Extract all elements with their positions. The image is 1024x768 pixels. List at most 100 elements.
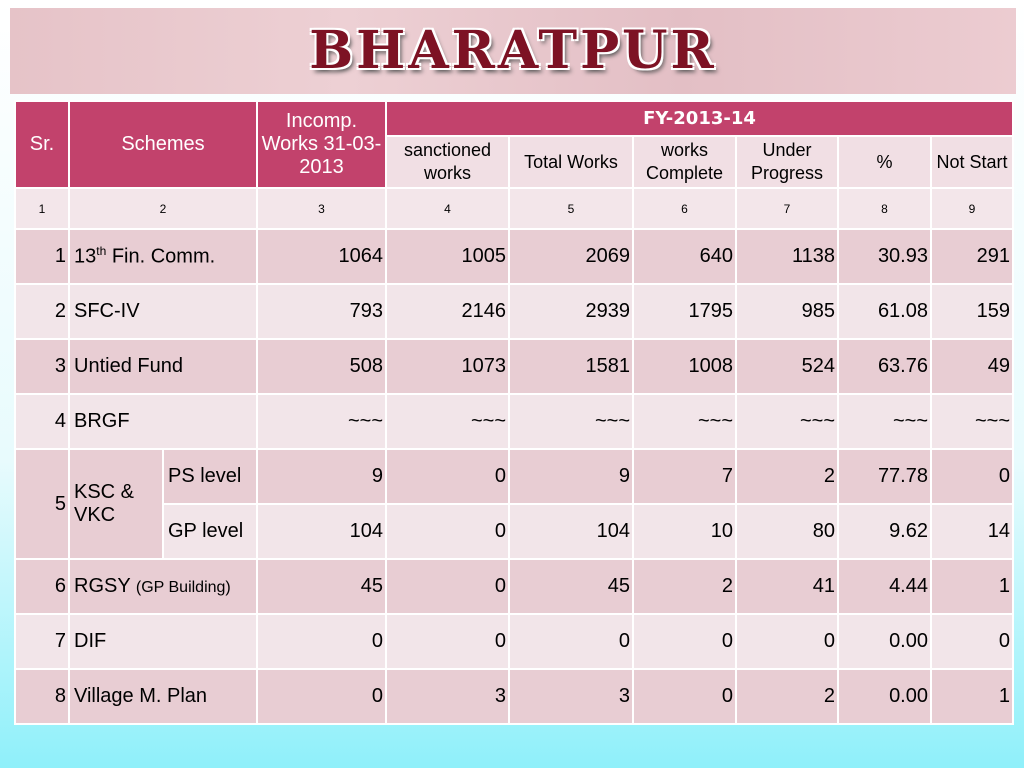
- value-cell: 1064: [256, 228, 387, 285]
- sr-cell: 4: [14, 393, 70, 450]
- scheme-name: 13: [74, 245, 97, 268]
- column-number: 5: [508, 187, 634, 230]
- scheme-cell: Village M. Plan: [68, 668, 258, 725]
- table-row: Sr. Schemes Incomp. Works 31-03-2013 FY-201…: [14, 100, 1014, 189]
- value-cell: 640: [632, 228, 737, 285]
- banner: BHARATPUR: [10, 8, 1016, 94]
- table-row: 1 13th Fin. Comm. 1064 1005 2069 640 1138 30.93…: [14, 228, 1014, 285]
- scheme-cell: RGSY (GP Building): [68, 558, 258, 615]
- value-cell: 2939: [508, 283, 634, 340]
- column-number: 4: [385, 187, 510, 230]
- value-cell: 1073: [385, 338, 510, 395]
- scheme-name: BRGF: [74, 410, 130, 432]
- header-cell: FY-2013-14: [385, 100, 1014, 137]
- value-cell: 1005: [385, 228, 510, 285]
- value-cell: 9: [256, 448, 387, 505]
- scheme-name: Village M. Plan: [74, 685, 208, 707]
- column-number: 8: [837, 187, 932, 230]
- value-cell: ~~~: [930, 393, 1014, 450]
- header-cell: %: [837, 135, 932, 189]
- value-cell: 793: [256, 283, 387, 340]
- table-row: 7 DIF 0 0 0 0 0 0.00 0: [14, 613, 1014, 670]
- value-cell: 9.62: [837, 503, 932, 560]
- sr-cell: 1: [14, 228, 70, 285]
- value-cell: 159: [930, 283, 1014, 340]
- value-cell: 0: [385, 503, 510, 560]
- value-cell: 45: [508, 558, 634, 615]
- sr-cell: 6: [14, 558, 70, 615]
- column-number: 7: [735, 187, 839, 230]
- header-cell: Incomp. Works 31-03-2013: [256, 100, 387, 189]
- table-row: 2 SFC-IV 793 2146 2939 1795 985 61.08 159: [14, 283, 1014, 340]
- scheme-name: SFC-IV: [74, 300, 140, 322]
- table-row: 4 BRGF ~~~ ~~~ ~~~ ~~~ ~~~ ~~~ ~~~: [14, 393, 1014, 450]
- header-cell: Schemes: [68, 100, 258, 189]
- scheme-note: (GP Building): [135, 579, 231, 596]
- value-cell: 2069: [508, 228, 634, 285]
- value-cell: 1: [930, 558, 1014, 615]
- value-cell: 63.76: [837, 338, 932, 395]
- scheme-sup: th: [96, 244, 107, 259]
- table-row: sanctioned works Total Works works Complet…: [15, 135, 1014, 189]
- value-cell: 0: [735, 613, 839, 670]
- value-cell: 508: [256, 338, 387, 395]
- scheme-cell: Untied Fund: [68, 338, 258, 395]
- value-cell: 0: [930, 448, 1014, 505]
- value-cell: 0: [632, 613, 737, 670]
- value-cell: 10: [632, 503, 737, 560]
- value-cell: 4.44: [837, 558, 932, 615]
- scheme-cell: KSC & VKC: [68, 448, 164, 560]
- value-cell: 985: [735, 283, 839, 340]
- value-cell: 2: [632, 558, 737, 615]
- header-cell: sanctioned works: [385, 135, 510, 189]
- sr-cell: 5: [14, 448, 70, 560]
- scheme-name: Fin. Comm.: [111, 245, 216, 268]
- value-cell: 49: [930, 338, 1014, 395]
- table-row: 5 KSC & VKC PS level 9 0 9 7 2 77.78 0: [14, 448, 1014, 560]
- scheme-name: RGSY: [74, 575, 131, 597]
- header-cell: Sr.: [14, 100, 70, 189]
- value-cell: ~~~: [385, 393, 510, 450]
- value-cell: 3: [508, 668, 634, 725]
- value-cell: 0: [632, 668, 737, 725]
- sr-cell: 3: [14, 338, 70, 395]
- value-cell: 45: [256, 558, 387, 615]
- value-cell: 61.08: [837, 283, 932, 340]
- value-cell: 2146: [385, 283, 510, 340]
- value-cell: 41: [735, 558, 839, 615]
- value-cell: 0: [256, 613, 387, 670]
- column-number: 9: [930, 187, 1014, 230]
- value-cell: 0.00: [837, 668, 932, 725]
- header-cell: Under Progress: [735, 135, 839, 189]
- value-cell: 1008: [632, 338, 737, 395]
- value-cell: 0.00: [837, 613, 932, 670]
- scheme-name: DIF: [74, 630, 107, 652]
- value-cell: 30.93: [837, 228, 932, 285]
- scheme-name: Untied Fund: [74, 355, 183, 377]
- column-number: 1: [14, 187, 70, 230]
- value-cell: 0: [385, 448, 510, 505]
- column-number: 3: [256, 187, 387, 230]
- value-cell: 9: [508, 448, 634, 505]
- scheme-cell: BRGF: [68, 393, 258, 450]
- sr-cell: 7: [14, 613, 70, 670]
- scheme-cell: 13th Fin. Comm.: [68, 228, 258, 285]
- value-cell: 1581: [508, 338, 634, 395]
- table-row: 6 RGSY (GP Building) 45 0 45 2 41 4.44 1: [14, 558, 1014, 615]
- header-cell: Total Works: [508, 135, 634, 189]
- value-cell: 1795: [632, 283, 737, 340]
- title: BHARATPUR: [309, 20, 717, 81]
- column-number: 6: [632, 187, 737, 230]
- value-cell: ~~~: [632, 393, 737, 450]
- value-cell: ~~~: [735, 393, 839, 450]
- header-cell: works Complete: [632, 135, 737, 189]
- value-cell: 0: [385, 613, 510, 670]
- value-cell: ~~~: [508, 393, 634, 450]
- table-row: 8 Village M. Plan 0 3 3 0 2 0.00 1: [14, 668, 1014, 725]
- sub-scheme-cell: GP level: [162, 503, 258, 560]
- table-row: 3 Untied Fund 508 1073 1581 1008 524 63.76 49: [14, 338, 1014, 395]
- column-number: 2: [68, 187, 258, 230]
- value-cell: 80: [735, 503, 839, 560]
